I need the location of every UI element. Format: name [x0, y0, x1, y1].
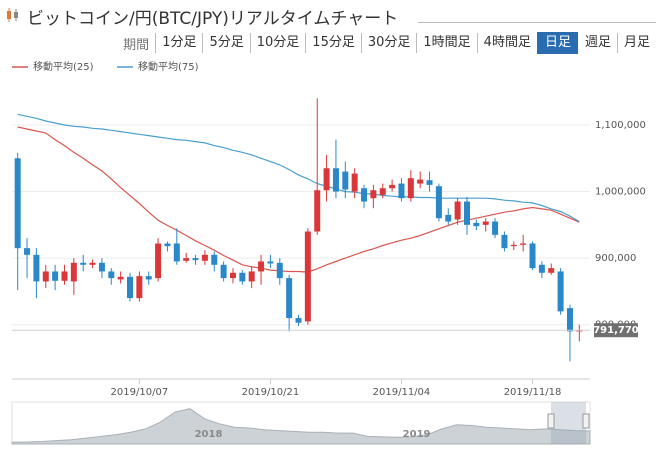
candle-body [379, 188, 386, 195]
candle-body [435, 186, 442, 219]
y-tick-label: 1,100,000 [595, 120, 646, 131]
candle-body [258, 261, 265, 272]
candle-body [389, 184, 396, 189]
candle-body [239, 272, 246, 282]
candle-body [501, 234, 508, 249]
candle-body [70, 262, 77, 282]
legend-label: 移動平均(25) [33, 60, 94, 73]
candle-body [361, 188, 368, 202]
candle-body [417, 179, 424, 184]
candle-body [229, 272, 236, 279]
candle-body [314, 190, 321, 232]
candle-body [211, 254, 218, 265]
candle-body [473, 222, 480, 227]
title-rule [418, 22, 656, 23]
period-button[interactable]: 1時間足 [416, 33, 476, 53]
period-button[interactable]: 30分足 [360, 33, 417, 53]
period-button[interactable]: 15分足 [305, 33, 361, 53]
candle-body [576, 330, 583, 332]
candle-body [183, 258, 190, 261]
candle-body [145, 276, 152, 280]
candle-body [248, 271, 255, 282]
candle-body [108, 271, 115, 279]
candle-body [370, 190, 377, 199]
candle-body [52, 271, 59, 281]
candle-body [342, 171, 349, 190]
candle-body [286, 278, 293, 319]
period-button[interactable]: 日足 [536, 32, 578, 54]
period-button[interactable]: 4時間足 [476, 33, 537, 53]
candle-body [304, 231, 311, 322]
navigator-handle[interactable] [582, 413, 590, 429]
candle-body [117, 276, 124, 280]
navigator-window [551, 402, 586, 444]
candle-body [557, 271, 564, 312]
candle-body [201, 254, 208, 261]
ma-line [17, 126, 580, 273]
candle-body [398, 183, 405, 199]
candle-body [80, 262, 87, 265]
period-label: 期間 [123, 37, 150, 53]
period-button[interactable]: 5分足 [202, 33, 249, 53]
y-tick-label: 900,000 [595, 253, 636, 264]
legend-label: 移動平均(75) [138, 60, 199, 73]
x-tick-label: 2019/11/18 [504, 387, 562, 398]
candle-body [566, 308, 573, 332]
candle-body [267, 261, 274, 264]
candle-body [407, 178, 414, 199]
navigator-area [11, 408, 591, 445]
candle-body [136, 276, 143, 299]
candle-body [529, 243, 536, 269]
x-tick-label: 2019/11/04 [373, 387, 431, 398]
candle-body [24, 248, 31, 255]
candle-body [538, 264, 545, 273]
candle-body [127, 276, 134, 299]
candle-body [42, 271, 49, 282]
candle-body [192, 258, 199, 261]
candle-body [173, 243, 180, 262]
candle-body [276, 262, 283, 279]
period-toolbar: 期間 1分足 5分足 10分足 15分足 30分足 1時間足 4時間足 日足 週足 月足 [117, 32, 656, 54]
candle-body [482, 221, 489, 225]
last-price-label: 791,770 [593, 325, 639, 336]
page-title: ビットコイン/円(BTC/JPY)リアルタイムチャート [27, 9, 399, 29]
candle-body [89, 262, 96, 265]
candle-body [155, 243, 162, 279]
x-tick-label: 2019/10/21 [242, 387, 300, 398]
candle-body [426, 180, 433, 185]
candle-body [323, 168, 330, 191]
candle-body [520, 243, 527, 245]
navigator-handle[interactable] [547, 413, 555, 429]
candle-body [164, 243, 171, 247]
candle-body [351, 173, 358, 192]
candle-body [492, 221, 499, 235]
candle-body [548, 268, 555, 273]
ma-line [17, 113, 580, 223]
candle-body [98, 262, 105, 272]
navigator-label: 2019 [403, 429, 431, 440]
candle-body [463, 201, 470, 225]
candle-body [295, 318, 302, 323]
candle-body [14, 158, 21, 249]
period-button[interactable]: 週足 [584, 35, 611, 50]
logo-icon [7, 8, 18, 22]
candle-body [445, 214, 452, 222]
period-button[interactable]: 1分足 [155, 33, 202, 53]
candle-body [332, 168, 339, 192]
candle-body [61, 271, 68, 281]
y-tick-label: 1,000,000 [595, 187, 646, 198]
candle-body [510, 244, 517, 247]
period-button[interactable]: 10分足 [249, 33, 306, 53]
candle-body [454, 201, 461, 220]
last-price-box [594, 323, 638, 338]
period-button[interactable]: 月足 [616, 33, 656, 53]
candle-body [33, 254, 40, 282]
navigator-label: 2018 [195, 429, 223, 440]
candle-body [220, 264, 227, 279]
x-tick-label: 2019/10/07 [111, 387, 169, 398]
